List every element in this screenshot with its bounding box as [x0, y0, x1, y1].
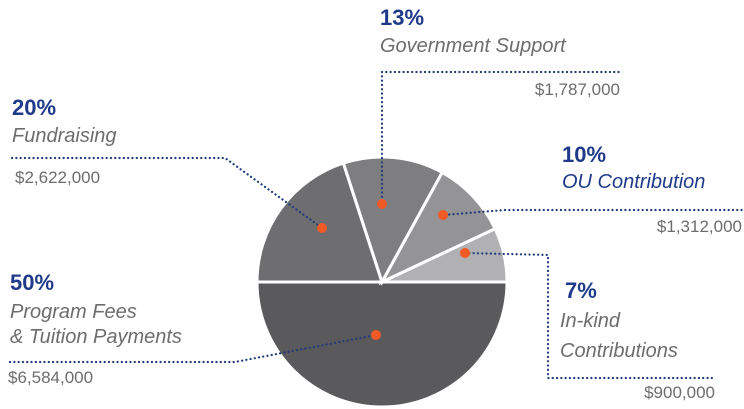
category-label: Fundraising	[12, 125, 117, 147]
marker-dot	[460, 248, 470, 258]
percent-label: 7%	[565, 278, 597, 303]
percent-label: 10%	[562, 142, 606, 167]
leader-line	[10, 156, 324, 230]
marker-dot	[438, 210, 448, 220]
amount-label: $1,787,000	[535, 80, 620, 99]
category-label: Program Fees & Tuition Payments	[10, 301, 182, 348]
pie-slice	[341, 155, 445, 286]
percent-label: 20%	[12, 95, 56, 120]
marker-dot	[371, 330, 381, 340]
category-label: Government Support	[380, 35, 567, 57]
leader-line	[441, 208, 744, 217]
category-label: In-kind Contributions	[560, 310, 678, 362]
amount-label: $1,312,000	[657, 217, 742, 236]
amount-label: $900,000	[644, 383, 715, 402]
percent-label: 13%	[380, 5, 424, 30]
pie-slice	[255, 161, 385, 284]
pie-slice	[378, 170, 498, 286]
amount-label: $6,584,000	[8, 368, 93, 387]
category-label: OU Contribution	[562, 171, 705, 193]
marker-dot	[317, 223, 327, 233]
pie-slice	[255, 280, 509, 409]
leader-line	[380, 70, 622, 206]
amount-label: $2,622,000	[15, 168, 100, 187]
marker-dot	[377, 199, 387, 209]
percent-label: 50%	[10, 270, 54, 295]
